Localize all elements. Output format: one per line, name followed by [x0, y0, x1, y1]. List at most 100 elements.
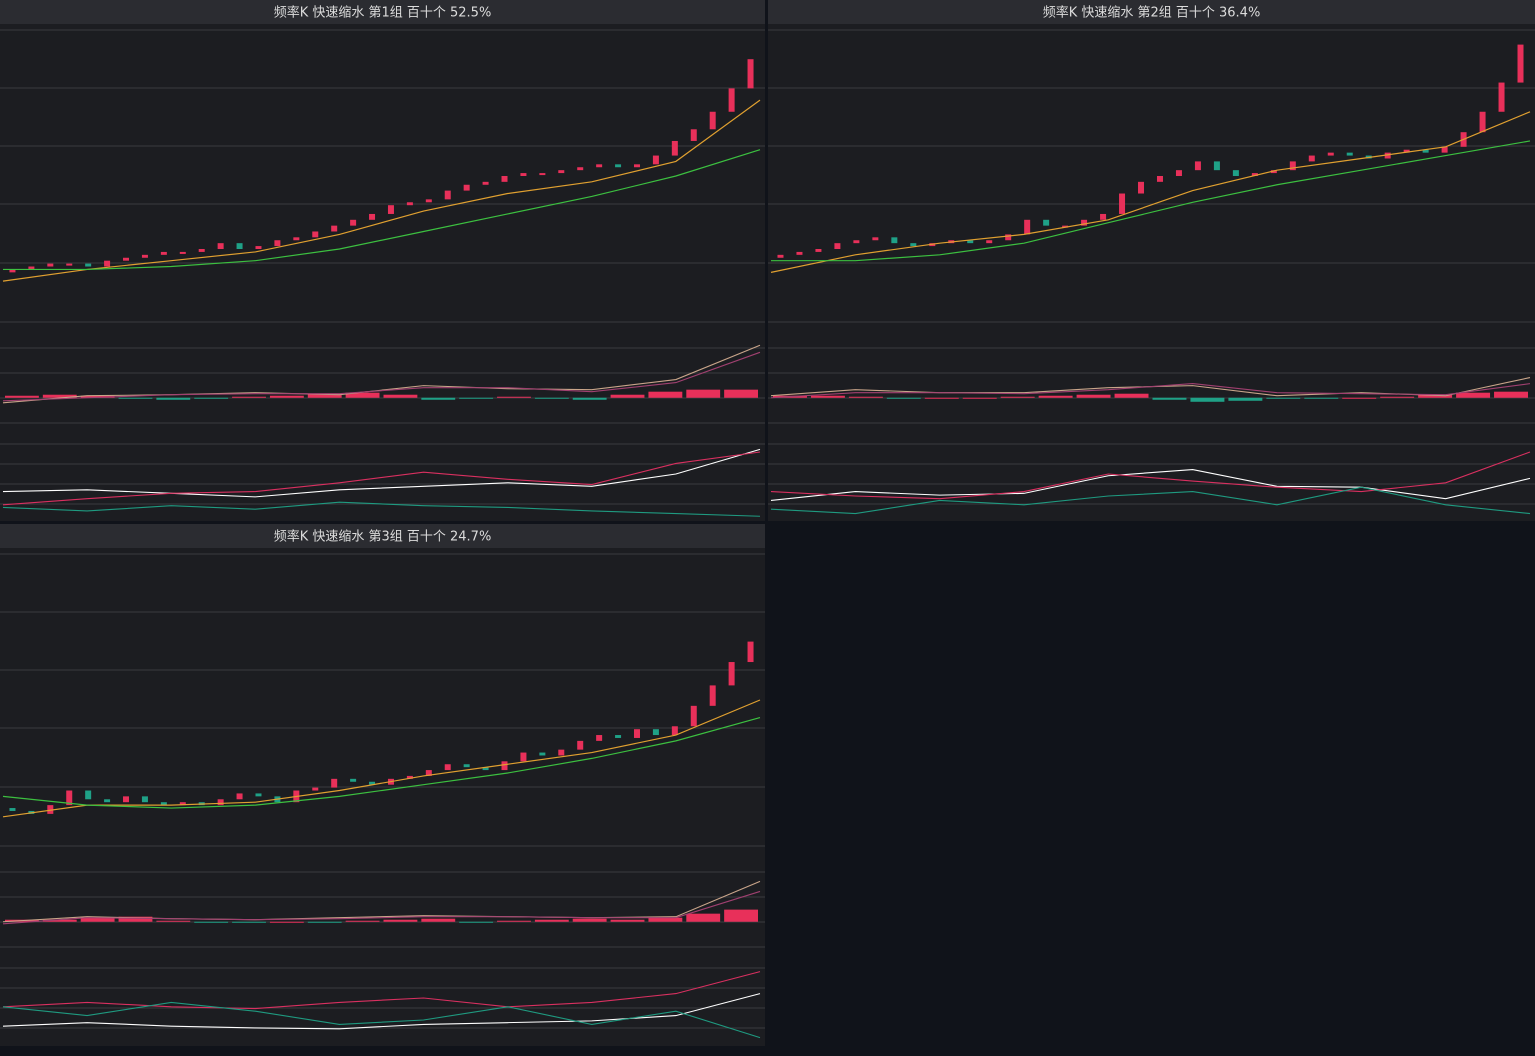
candle: [1308, 155, 1315, 162]
macd-bar: [421, 397, 456, 400]
candle: [796, 251, 803, 255]
candle: [236, 243, 243, 249]
candle: [1043, 219, 1050, 226]
candle: [1194, 161, 1201, 171]
candle: [872, 237, 879, 241]
panel-title: 频率K 快速缩水 第1组 百十个 52.5%: [274, 5, 492, 21]
macd-bar: [572, 397, 607, 400]
candle: [482, 181, 489, 185]
candle: [463, 184, 470, 191]
macd-bar: [686, 913, 721, 922]
candle: [1213, 161, 1220, 171]
candle: [179, 251, 186, 254]
candle: [501, 176, 508, 182]
candle: [1289, 161, 1296, 171]
candle: [539, 173, 546, 176]
macd-bar: [459, 921, 494, 923]
panel-bg: [0, 524, 765, 1046]
candle: [577, 167, 584, 171]
macd-bar: [848, 396, 883, 398]
kdj-line: [770, 469, 1531, 501]
candle: [1479, 111, 1486, 133]
candle: [198, 249, 205, 252]
candle: [85, 790, 92, 800]
candle: [615, 735, 622, 738]
candle: [709, 111, 716, 130]
macd-bar: [194, 397, 229, 399]
candle: [633, 729, 640, 738]
macd-bar: [42, 919, 77, 922]
candle: [104, 260, 111, 267]
candle: [406, 202, 413, 206]
macd-bar: [1190, 397, 1225, 402]
candle: [747, 641, 754, 663]
candle: [652, 729, 659, 736]
candle: [482, 767, 489, 771]
kdj-line: [2, 501, 761, 517]
macd-bar: [5, 395, 39, 398]
candle: [217, 243, 224, 249]
candle: [747, 59, 754, 89]
macd-bar: [924, 397, 959, 399]
macd-bar: [724, 909, 758, 922]
candle: [558, 749, 565, 756]
candle: [9, 269, 16, 273]
macd-bar: [269, 395, 304, 398]
candle: [1100, 213, 1107, 220]
candle: [539, 752, 546, 756]
candle: [66, 263, 73, 266]
moving-average: [2, 99, 761, 282]
macd-bar: [383, 394, 418, 398]
candle: [815, 249, 822, 252]
candle: [671, 726, 678, 736]
candle: [444, 764, 451, 771]
macd-bar: [610, 919, 645, 922]
candle: [255, 246, 262, 249]
macd-bar: [572, 918, 607, 922]
chart-panel: 频率K 快速缩水 第2组 百十个 36.4%: [768, 0, 1535, 521]
chart-panel: 频率K 快速缩水 第3组 百十个 24.7%: [0, 524, 765, 1046]
macd-bar: [810, 395, 845, 398]
candle: [9, 808, 16, 811]
macd-bar: [1456, 392, 1491, 398]
candle: [85, 263, 92, 267]
macd-bar: [1418, 394, 1453, 398]
candle: [1384, 152, 1391, 159]
candle: [123, 257, 130, 261]
kdj-line: [770, 451, 1531, 500]
candle: [104, 799, 111, 803]
candle: [66, 790, 73, 806]
macd-bar: [345, 920, 380, 922]
macd-bar: [1000, 396, 1035, 398]
macd-line: [2, 351, 761, 402]
candle: [891, 237, 898, 244]
candle: [179, 802, 186, 806]
candle: [709, 685, 716, 706]
candle: [463, 764, 470, 768]
candle: [558, 170, 565, 174]
macd-bar: [648, 917, 683, 922]
candle: [369, 213, 376, 220]
candle: [425, 199, 432, 203]
candle: [967, 240, 974, 244]
candle: [444, 190, 451, 200]
macd-bar: [1152, 397, 1187, 400]
candle: [1498, 82, 1505, 112]
candle: [577, 740, 584, 750]
candle: [520, 752, 527, 762]
candle: [1024, 219, 1031, 235]
macd-bar: [269, 921, 304, 923]
panel-title: 频率K 快速缩水 第2组 百十个 36.4%: [1043, 5, 1261, 21]
macd-bar: [534, 397, 569, 399]
candle: [369, 781, 376, 785]
candle: [217, 799, 224, 806]
candle: [986, 240, 993, 244]
macd-bar: [886, 397, 921, 399]
candle: [1403, 149, 1410, 153]
candle: [387, 205, 394, 214]
macd-bar: [156, 397, 191, 400]
candle: [1327, 152, 1334, 156]
candle: [596, 735, 603, 741]
chart-panel: 频率K 快速缩水 第1组 百十个 52.5%: [0, 0, 765, 521]
candle: [501, 761, 508, 771]
